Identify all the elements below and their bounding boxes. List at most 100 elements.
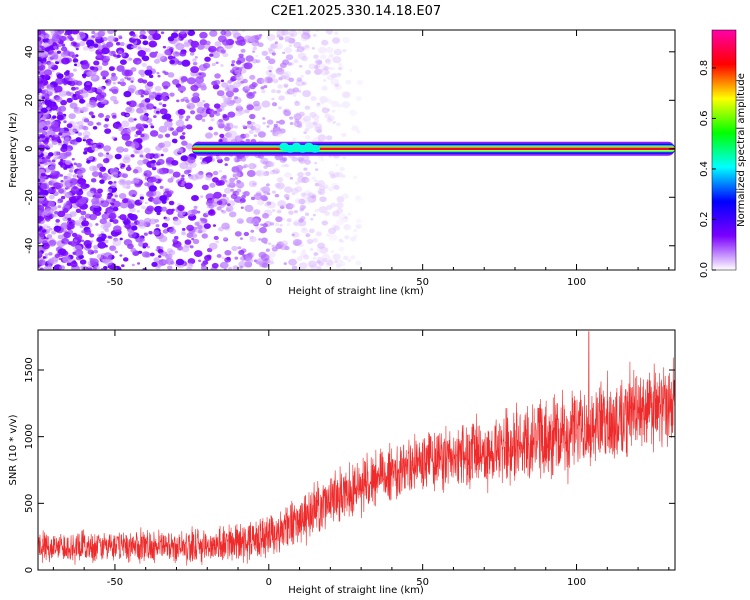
noise-blob [300,251,308,258]
noise-blob [232,171,241,178]
noise-blob [58,90,67,97]
noise-blob [124,69,133,77]
noise-blob [162,45,167,49]
noise-blob [43,69,53,76]
noise-blob [181,227,186,231]
noise-blob [231,245,238,252]
noise-blob [89,257,93,261]
noise-blob [217,35,227,43]
noise-blob [274,130,283,137]
noise-blob [266,183,270,187]
noise-blob [127,243,134,250]
noise-blob [295,112,301,117]
noise-blob [88,46,96,52]
noise-blob [255,170,262,176]
noise-blob [240,157,247,162]
noise-blob [139,199,144,203]
noise-blob [228,266,233,270]
noise-blob [269,260,274,265]
noise-blob [277,129,283,135]
noise-blob [245,55,254,62]
noise-blob [330,250,335,253]
noise-blob [233,96,239,100]
noise-blob [161,222,169,228]
noise-blob [120,78,125,83]
noise-blob [212,170,219,176]
noise-blob [184,239,192,245]
noise-blob [186,102,196,110]
spectrogram-y-axis-label: Frequency (Hz) [8,112,19,188]
noise-blob [217,122,225,129]
noise-blob [214,73,221,79]
noise-blob [140,94,144,98]
noise-blob [94,210,102,217]
noise-blob [38,122,43,130]
noise-blob [63,71,70,76]
noise-blob [91,200,101,209]
noise-blob [333,48,342,56]
noise-blob [294,186,303,193]
noise-blob [142,242,149,248]
colorbar-ticks: 0.0 0.2 0.4 0.6 0.8 [699,60,716,278]
noise-blob [98,174,104,178]
spectrogram-frame [37,29,676,271]
noise-blob [149,252,155,257]
noise-blob [218,118,224,123]
noise-blob [213,131,219,136]
noise-blob [233,125,238,129]
noise-blob [249,236,257,243]
noise-blob [200,262,206,267]
noise-blob [82,136,87,140]
noise-blob [250,229,255,233]
noise-blob [127,229,135,235]
noise-blob [93,249,99,254]
noise-blob [162,147,169,153]
noise-blob [113,225,122,233]
noise-blob [272,130,279,137]
noise-blob [176,99,180,103]
noise-blob [223,236,228,241]
noise-blob [38,174,41,178]
noise-blob [153,115,157,118]
noise-blob [108,212,117,220]
noise-blob [220,79,225,83]
noise-blob [81,116,89,123]
noise-blob [319,191,323,194]
noise-blob [199,31,208,39]
noise-blob [111,136,116,140]
noise-blob [271,246,278,252]
noise-blob [303,115,311,122]
noise-blob [136,219,146,227]
noise-blob [242,78,248,84]
noise-blob [96,188,103,194]
noise-blob [278,36,284,41]
noise-blob [128,100,137,108]
noise-blob [248,92,253,97]
noise-blob [224,163,228,166]
noise-blob [47,240,57,247]
noise-blob [55,219,60,223]
noise-blob [89,233,95,238]
noise-blob [324,70,331,75]
noise-blob [120,52,126,57]
noise-blob [132,169,139,174]
noise-blob [186,77,196,85]
noise-blob [44,253,49,257]
noise-blob [253,209,261,215]
noise-blob [38,258,46,266]
noise-blob [261,89,266,94]
noise-blob [145,47,151,53]
noise-blob [332,210,340,217]
noise-blob [162,103,167,108]
noise-blob [224,249,232,256]
noise-blob [204,56,211,62]
noise-blob [262,223,268,228]
noise-blob [84,229,92,236]
noise-blob [151,261,158,267]
noise-blob [189,245,194,249]
noise-blob [162,140,172,148]
noise-blob [239,265,244,269]
noise-blob [48,227,53,231]
noise-blob [139,196,145,200]
noise-blob [234,231,242,237]
